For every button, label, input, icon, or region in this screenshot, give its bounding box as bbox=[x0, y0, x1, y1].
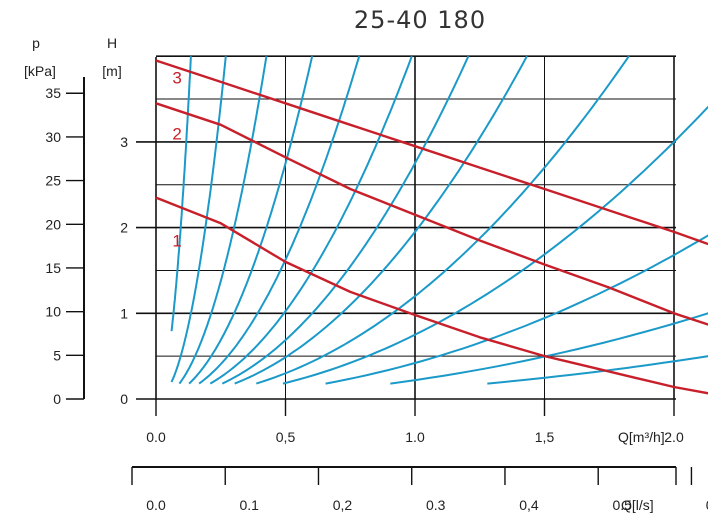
pump-curve-label-2: 2 bbox=[172, 124, 181, 143]
system-curve bbox=[221, 55, 470, 385]
system-curve bbox=[188, 55, 314, 385]
x2-tick-label: 0,6 bbox=[706, 497, 708, 513]
x-tick-label: 0.0 bbox=[146, 429, 166, 445]
y2-axis-unit: [kPa] bbox=[24, 63, 56, 79]
x-tick-label: 1,5 bbox=[535, 429, 555, 445]
x2-tick-label: 0,4 bbox=[519, 497, 539, 513]
y2-tick-label: 20 bbox=[45, 216, 61, 232]
system-curve bbox=[170, 56, 192, 332]
system-curve bbox=[390, 312, 708, 385]
y2-tick-label: 5 bbox=[53, 347, 61, 363]
x2-axis-label: Q[l/s] bbox=[621, 497, 654, 513]
y2-tick-label: 15 bbox=[45, 260, 61, 276]
system-curve bbox=[170, 56, 227, 383]
y2-tick-label: 10 bbox=[45, 304, 61, 320]
y2-tick-label: 0 bbox=[53, 391, 61, 407]
x-axis-label: Q[m³/h] bbox=[618, 429, 665, 445]
x2-tick-label: 0.3 bbox=[426, 497, 446, 513]
grid bbox=[155, 55, 676, 400]
pump-curves: 1 2 3 bbox=[155, 59, 708, 395]
y-tick-label: 0 bbox=[120, 391, 128, 407]
x-tick-label: 1.0 bbox=[405, 429, 425, 445]
system-curve bbox=[255, 55, 630, 385]
x2-tick-label: 0.1 bbox=[240, 497, 260, 513]
y-axis-unit: [m] bbox=[102, 63, 121, 79]
x2-tick-label: 0,2 bbox=[333, 497, 353, 513]
pump-curve-label-3: 3 bbox=[172, 69, 181, 88]
y-tick-label: 3 bbox=[120, 134, 128, 150]
system-curve bbox=[325, 234, 708, 385]
pump-curve-label-1: 1 bbox=[172, 231, 181, 250]
pump-curve-2 bbox=[155, 102, 708, 326]
y2-tick-label: 30 bbox=[45, 129, 61, 145]
chart-title: 25-40 180 bbox=[354, 6, 486, 34]
y-axis-symbol: H bbox=[107, 35, 117, 51]
y2-tick-label: 25 bbox=[45, 173, 61, 189]
system-curve bbox=[282, 105, 708, 385]
system-curve bbox=[234, 55, 528, 385]
x-tick-label: 0,5 bbox=[276, 429, 296, 445]
axes: 0123051015202530350.00,51.01,52.02,53.00… bbox=[45, 77, 708, 513]
y-tick-label: 2 bbox=[120, 220, 128, 236]
system-curves bbox=[170, 55, 708, 385]
y2-tick-label: 35 bbox=[45, 85, 61, 101]
x2-tick-label: 0.5 bbox=[612, 497, 632, 513]
pump-curve-1 bbox=[155, 196, 708, 395]
y2-axis-symbol: p bbox=[32, 35, 40, 51]
y-tick-label: 1 bbox=[120, 305, 128, 321]
pump-curve-3 bbox=[155, 59, 708, 246]
x2-tick-label: 0.0 bbox=[146, 497, 166, 513]
system-curve bbox=[487, 355, 708, 385]
system-curve bbox=[198, 55, 361, 385]
x-tick-label: 2.0 bbox=[664, 429, 684, 445]
